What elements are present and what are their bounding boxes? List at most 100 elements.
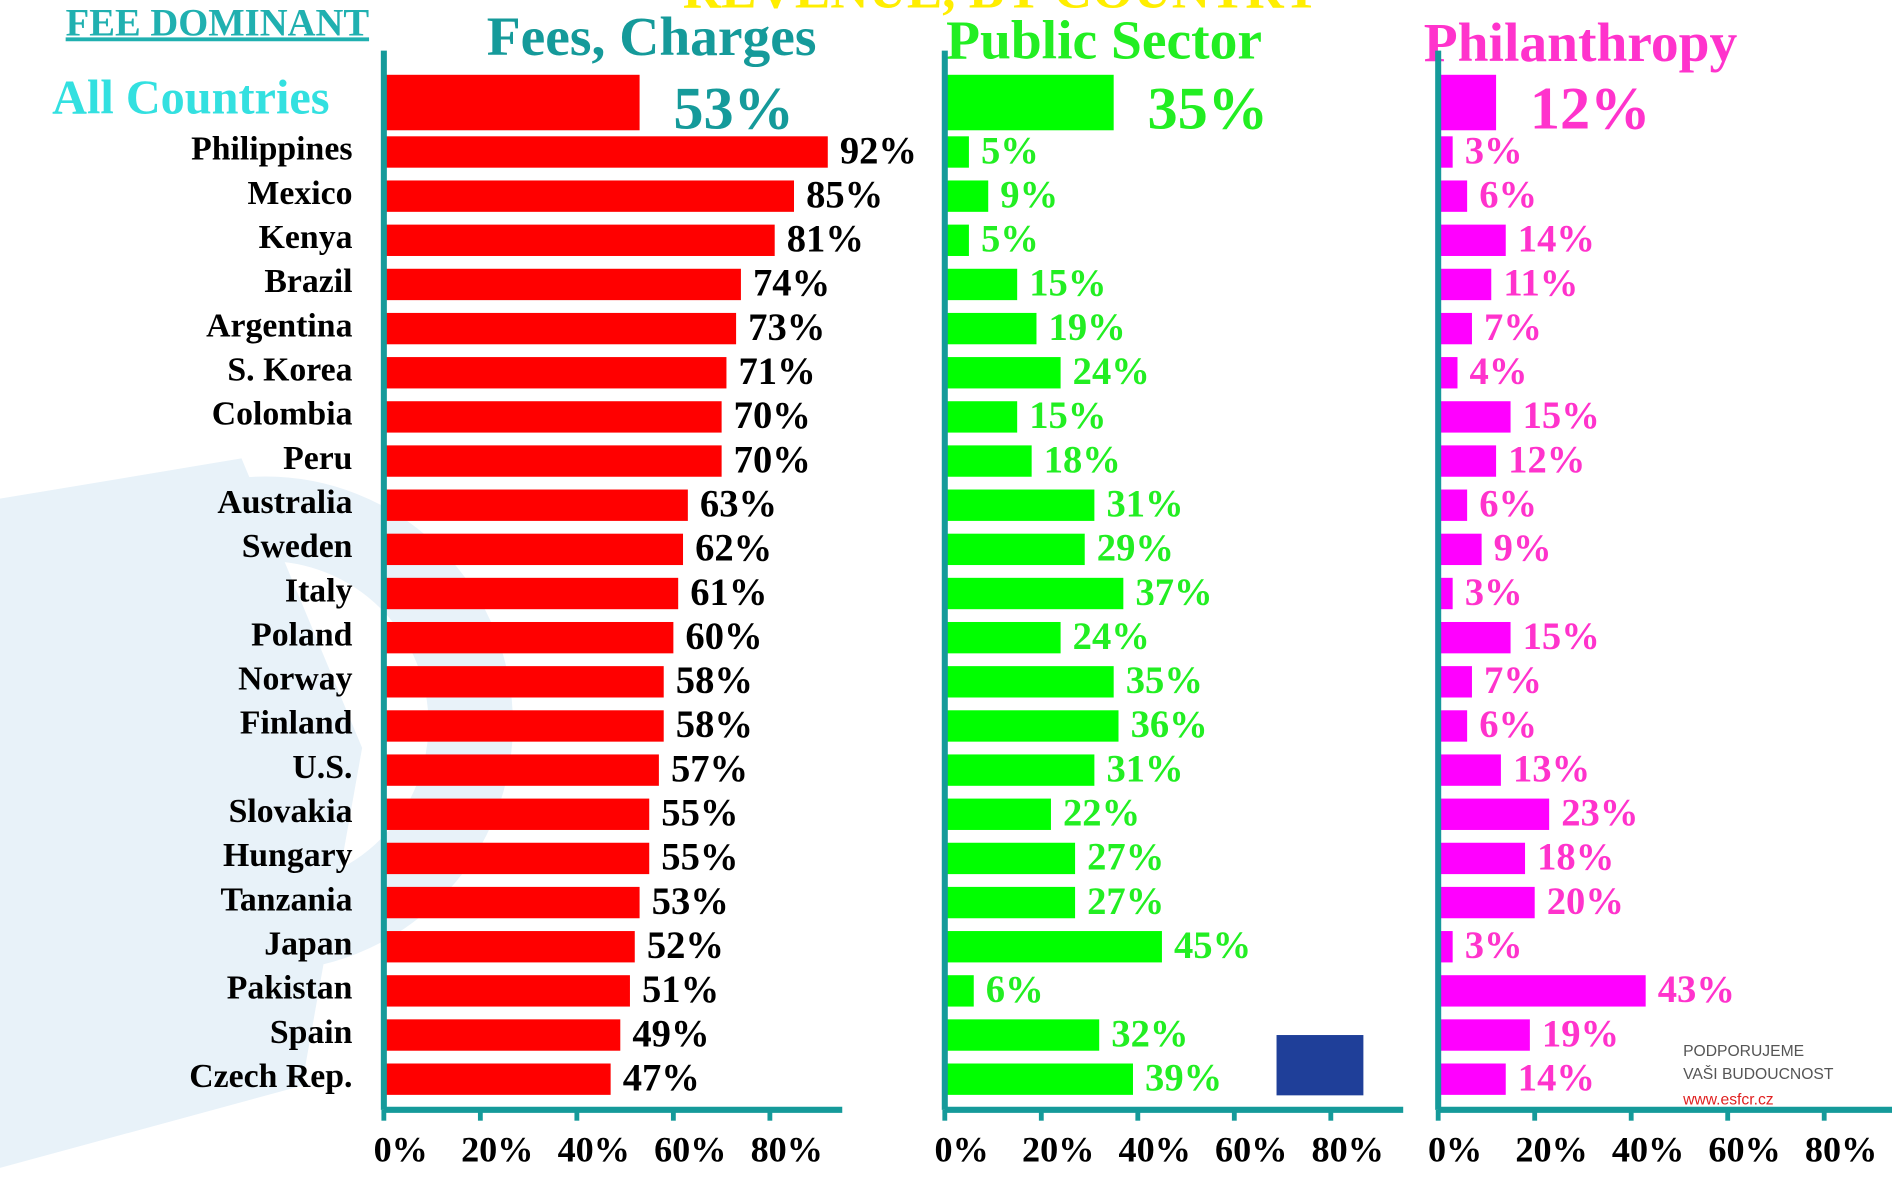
category-label: Brazil [264,263,352,300]
value-unit: % [739,483,778,525]
logo-text: www.esfcr.cz [1682,1091,1774,1108]
bar [945,313,1037,344]
chart: REVENUE, BY COUNTRY FEE DOMINANT PODPORU… [0,0,1892,1181]
bar [945,754,1095,785]
value-label: 73% [748,307,825,349]
panel-title: Philanthropy [1424,13,1738,74]
bar [945,799,1051,830]
value-label: 12% [1508,439,1585,481]
x-tick-label: 40% [1612,1130,1684,1170]
value-label: 52% [647,925,724,967]
value-unit: % [685,925,724,967]
value-unit: % [1503,307,1542,349]
bar [384,269,741,300]
bar [945,887,1075,918]
value-unit: % [681,969,720,1011]
bar [1438,666,1472,697]
value-unit: % [724,616,763,658]
value-label: 24% [1073,616,1150,658]
category-label: Slovakia [229,793,353,830]
value-label: 6% [986,969,1044,1011]
value-label: 55% [661,793,738,835]
value-label: 53% [652,881,729,923]
bar [1438,180,1467,211]
value-unit: % [1000,130,1039,172]
value-label: 39% [1145,1057,1222,1099]
category-label: Argentina [206,307,352,344]
value-label: 43% [1658,969,1735,1011]
value-label: 29% [1097,528,1174,570]
value-unit: % [1111,616,1150,658]
bar [945,75,1114,130]
value-label: 60% [685,616,762,658]
value-unit: % [1600,793,1639,835]
value-label: 18% [1537,837,1614,879]
bar [945,1019,1099,1050]
value-label: 13% [1513,748,1590,790]
category-label: Czech Rep. [189,1058,352,1095]
value-label: 62% [695,528,772,570]
value-unit: % [1513,528,1552,570]
value-unit: % [1498,704,1537,746]
value-unit: % [772,439,811,481]
bar [384,180,794,211]
value-label: 3% [1465,925,1523,967]
value-label: 71% [739,351,816,393]
value-unit: % [1556,219,1595,261]
x-tick-label: 20% [461,1130,533,1170]
value-label: 47% [623,1057,700,1099]
value-unit: % [729,572,768,614]
value-label: 11% [1503,263,1578,305]
category-label: Italy [285,572,353,609]
x-tick-label: 20% [1515,1130,1587,1170]
value-unit: % [1552,748,1591,790]
x-tick-label: 60% [1215,1130,1287,1170]
value-label: 15% [1029,395,1106,437]
logo-text: VAŠI BUDOUCNOST [1683,1064,1834,1083]
category-label: Sweden [242,528,353,565]
x-tick-label: 0% [1428,1130,1482,1170]
bar [1438,75,1496,130]
bar [384,445,722,476]
value-label: 7% [1484,660,1542,702]
value-label: 55% [661,837,738,879]
category-label: Finland [240,705,353,742]
value-label: 32% [1111,1013,1188,1055]
category-label: Mexico [247,175,352,212]
value-label: 31% [1106,748,1183,790]
value-unit: % [1484,130,1523,172]
category-label: Japan [264,925,352,962]
value-label: 61% [690,572,767,614]
bar [384,490,688,521]
value-label: 15% [1029,263,1106,305]
value-unit: % [710,748,749,790]
value-unit: % [1000,219,1039,261]
value-label: 24% [1073,351,1150,393]
value-unit: % [1540,263,1579,305]
value-label: 70% [734,395,811,437]
bar [1438,799,1549,830]
bar [945,931,1162,962]
bar [384,534,683,565]
value-unit: % [1135,528,1174,570]
x-tick-label: 40% [558,1130,630,1170]
category-label: Spain [270,1014,353,1051]
bar [945,534,1085,565]
bar [945,666,1114,697]
value-unit: % [1174,572,1213,614]
value-unit: % [1561,395,1600,437]
value-unit: % [787,307,826,349]
value-unit: % [734,528,773,570]
value-label: 27% [1087,881,1164,923]
category-label: Tanzania [220,881,352,918]
value-label: 15% [1523,616,1600,658]
value-label: 36% [1131,704,1208,746]
value-unit: % [878,130,917,172]
x-tick-label: 40% [1119,1130,1191,1170]
value-unit: % [1581,1013,1620,1055]
value-unit: % [1484,572,1523,614]
category-label: Colombia [212,396,353,433]
logo-text: PODPORUJEME [1683,1043,1804,1060]
panel-title: Fees, Charges [487,7,817,68]
value-label: 4% [1470,351,1528,393]
